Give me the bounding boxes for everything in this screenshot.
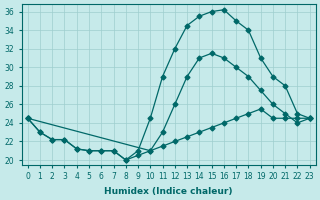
X-axis label: Humidex (Indice chaleur): Humidex (Indice chaleur) (104, 187, 233, 196)
